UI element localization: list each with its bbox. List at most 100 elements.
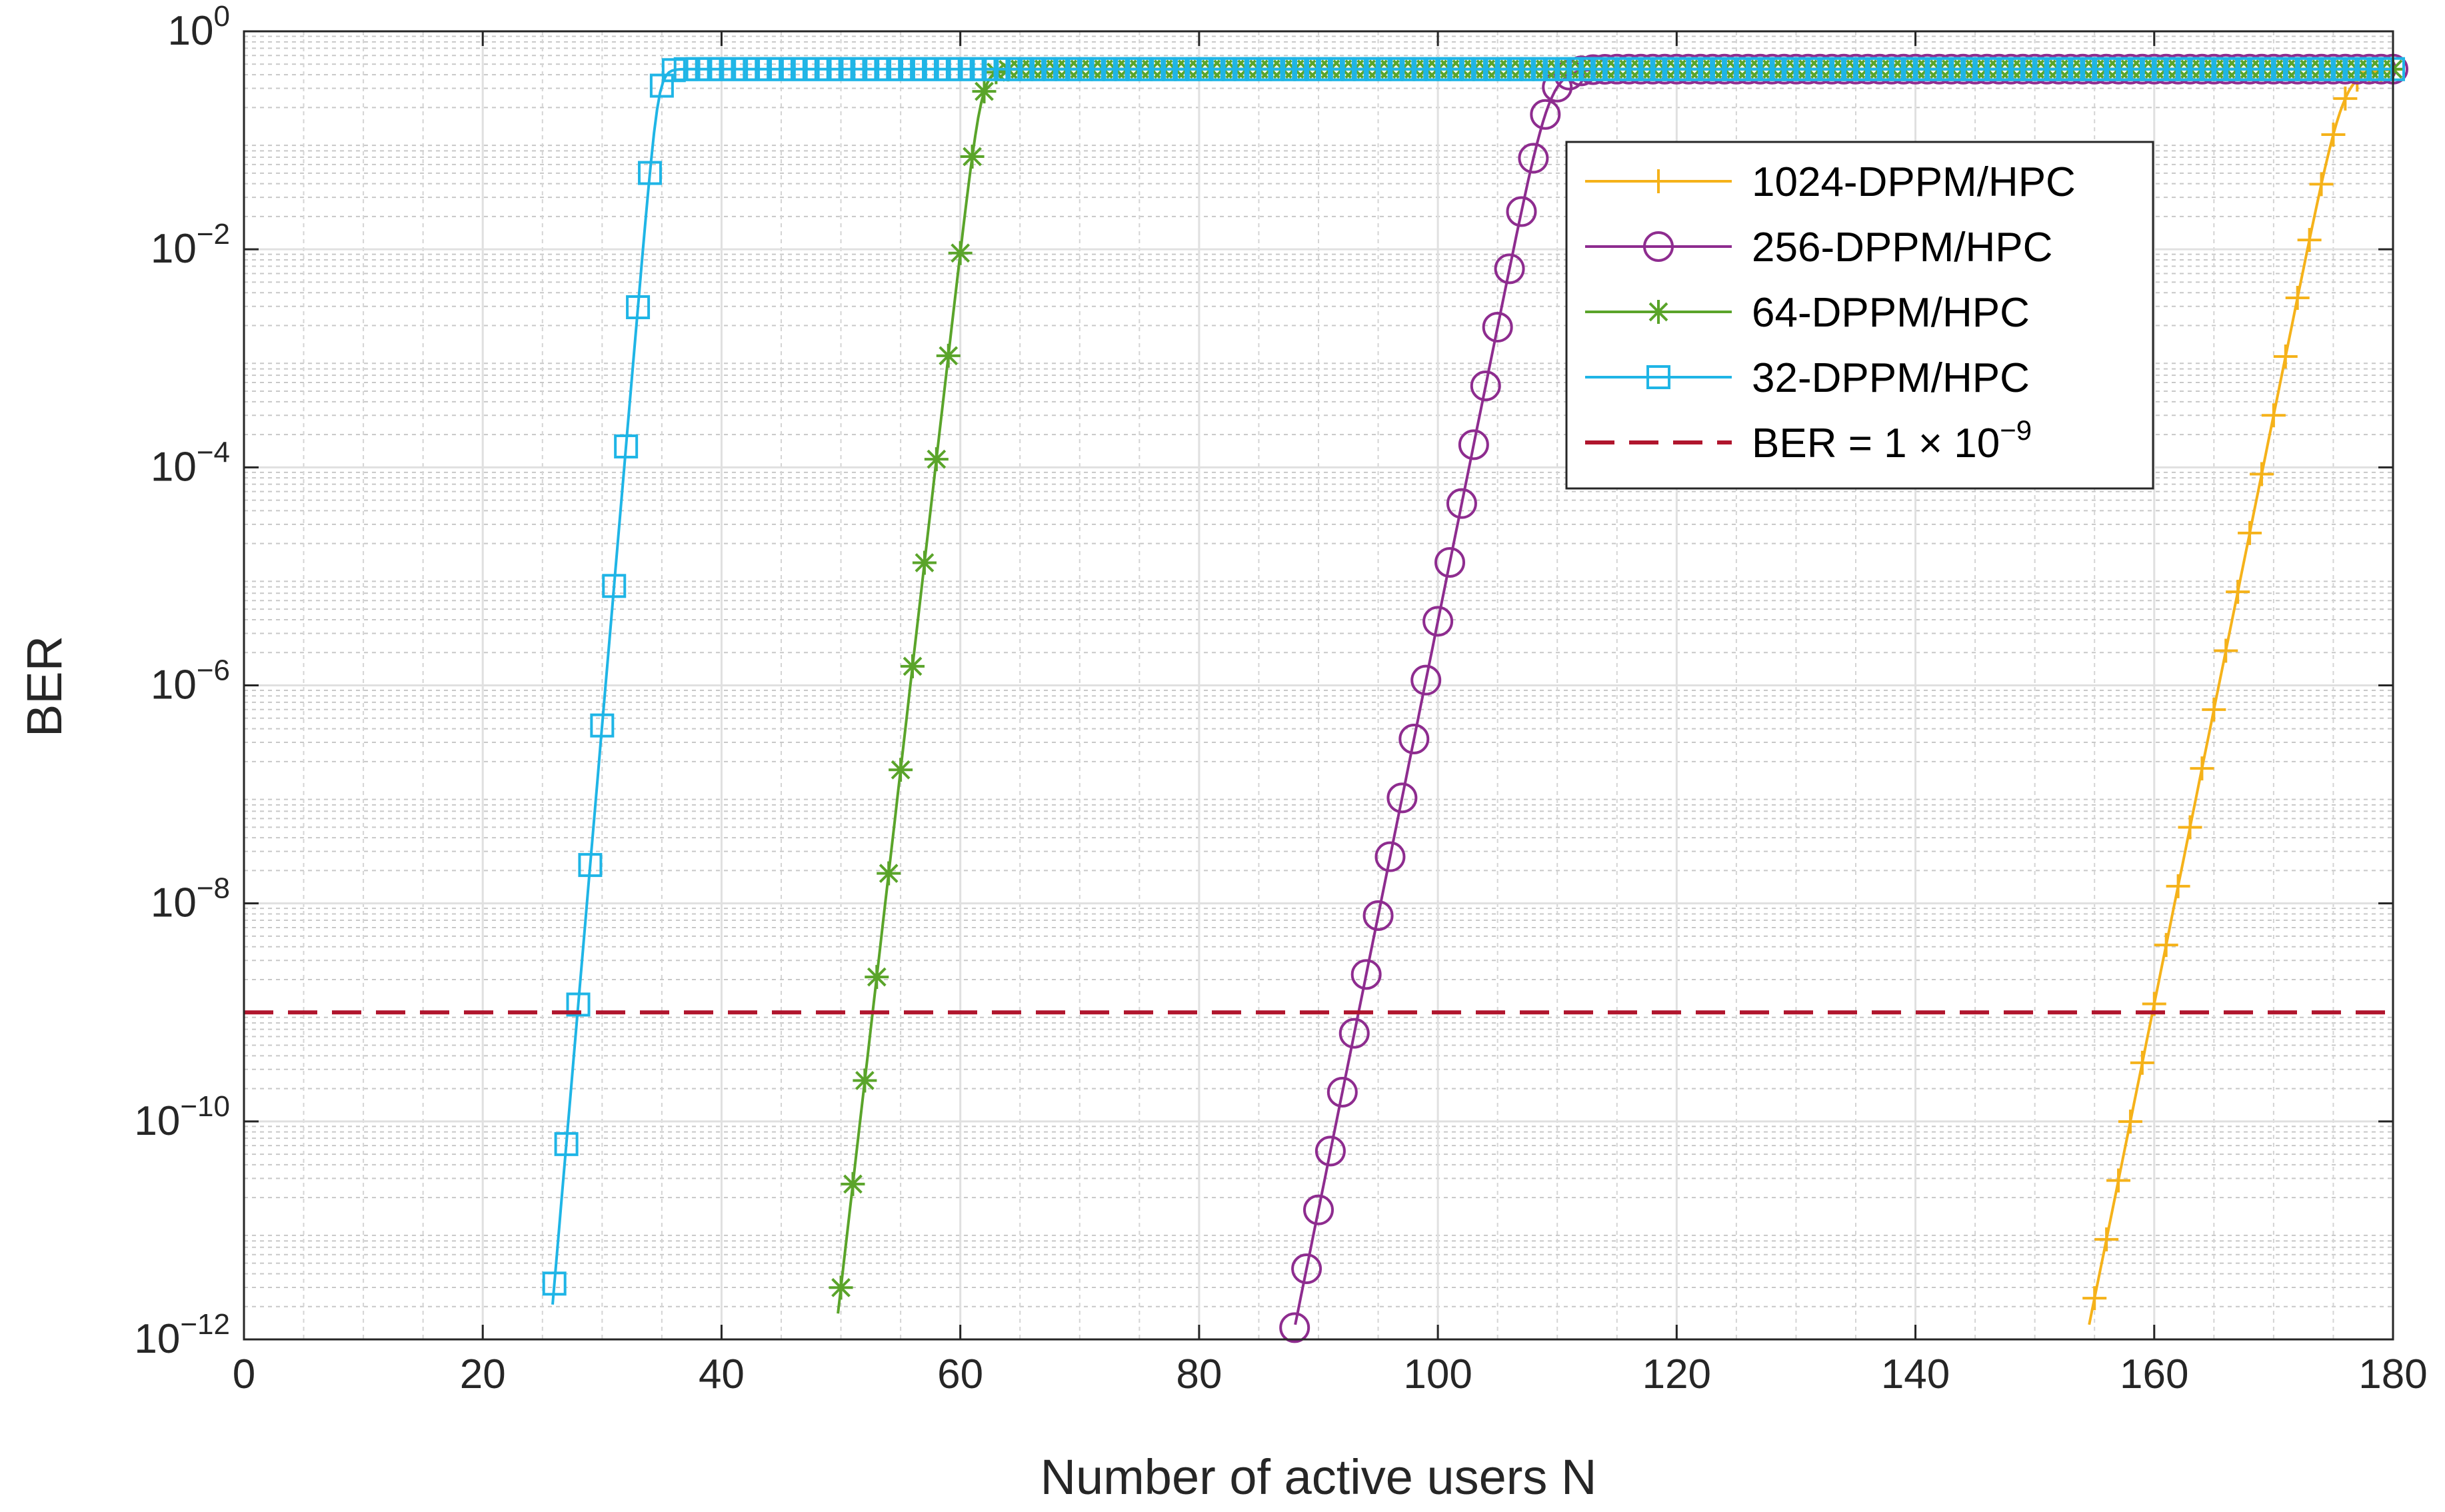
data-point	[2273, 344, 2298, 369]
data-point	[2166, 874, 2190, 898]
legend: 1024-DPPM/HPC 256-DPPM/HPC 64-DPPM/HPC 32-D…	[1565, 141, 2154, 490]
data-point	[1530, 99, 1561, 130]
x-axis-label: Number of active users N	[1041, 1449, 1597, 1505]
legend-item: 64-DPPM/HPC	[1585, 290, 2030, 336]
data-point	[2214, 638, 2238, 663]
y-tick-label: 10−10	[134, 1090, 230, 1144]
data-point	[2226, 580, 2250, 604]
data-point	[1350, 959, 1382, 990]
legend-label: 1024-DPPM/HPC	[1752, 159, 2076, 205]
data-point	[1362, 900, 1394, 931]
data-point	[853, 1068, 877, 1093]
data-point	[1518, 143, 1549, 174]
data-point	[2178, 815, 2202, 840]
data-point	[948, 241, 973, 265]
data-point	[1303, 1194, 1334, 1225]
data-point	[877, 861, 901, 886]
data-point	[1314, 1135, 1346, 1167]
data-point	[1506, 196, 1537, 227]
legend-item: 256-DPPM/HPC	[1585, 225, 2052, 271]
data-point	[1470, 371, 1501, 402]
data-point	[637, 161, 662, 185]
series-32-DPPM/HPC	[542, 57, 2405, 1305]
data-point	[614, 434, 639, 458]
x-tick-label: 180	[2358, 1351, 2427, 1397]
x-tick-label: 160	[2120, 1351, 2188, 1397]
data-point	[542, 1271, 567, 1296]
legend-label: 64-DPPM/HPC	[1752, 290, 2030, 336]
legend-item: 32-DPPM/HPC	[1585, 355, 2030, 401]
data-point	[1434, 546, 1466, 578]
data-point	[1279, 1312, 1310, 1343]
data-point	[841, 1171, 865, 1196]
data-point	[2094, 1227, 2119, 1251]
data-point	[1291, 1253, 1322, 1284]
data-point	[901, 654, 925, 678]
data-point	[2190, 756, 2214, 781]
legend-label: BER = 1 × 10−9	[1752, 414, 2032, 466]
y-tick-label: 10−8	[151, 872, 230, 926]
data-point	[2333, 86, 2358, 111]
legend-marker	[1646, 169, 1670, 193]
legend-label: 32-DPPM/HPC	[1752, 355, 2030, 401]
data-point	[602, 574, 627, 598]
x-tick-label: 120	[1642, 1351, 1711, 1397]
legend-box	[1565, 141, 2154, 490]
data-point	[1482, 311, 1513, 343]
data-point	[1458, 429, 1489, 460]
data-point	[2249, 462, 2274, 486]
series-layer	[542, 53, 2408, 1343]
series-line	[2088, 68, 2391, 1325]
x-tick-label: 60	[937, 1351, 983, 1397]
data-point	[2154, 933, 2178, 958]
y-tick-label: 10−4	[151, 436, 230, 490]
data-point	[1494, 253, 1525, 285]
x-tick-label: 40	[699, 1351, 745, 1397]
data-point	[2106, 1168, 2131, 1193]
data-point	[889, 758, 913, 782]
data-point	[960, 145, 985, 169]
data-point	[2082, 1286, 2107, 1311]
y-axis-ticks: 100 10−2 10−4 10−6 10−8 10−10 10−12	[134, 0, 2393, 1362]
data-point	[1386, 782, 1418, 814]
data-point	[865, 965, 889, 990]
legend-label: 256-DPPM/HPC	[1752, 225, 2052, 271]
data-point	[626, 295, 651, 320]
data-point	[578, 853, 603, 878]
y-tick-label: 10−6	[151, 654, 230, 708]
data-point	[1374, 841, 1406, 872]
data-point	[912, 550, 937, 575]
legend-item: 1024-DPPM/HPC	[1585, 159, 2076, 205]
data-point	[1446, 488, 1477, 519]
legend-marker	[1646, 365, 1670, 389]
y-tick-label: 10−2	[151, 218, 230, 272]
data-point	[2202, 697, 2226, 722]
data-point	[1398, 723, 1430, 754]
y-axis-label: BER	[17, 636, 72, 737]
legend-marker	[1643, 231, 1674, 262]
data-point	[2130, 1050, 2154, 1075]
legend-marker	[1646, 300, 1670, 324]
y-tick-label: 10−12	[134, 1308, 230, 1362]
data-point	[554, 1132, 579, 1156]
data-point	[2118, 1110, 2142, 1134]
legend-item-reference: BER = 1 × 10−9	[1585, 414, 2032, 466]
x-tick-label: 100	[1403, 1351, 1472, 1397]
data-point	[2285, 286, 2310, 311]
x-tick-label: 80	[1176, 1351, 1222, 1397]
data-point	[1410, 664, 1442, 696]
x-tick-label: 20	[460, 1351, 506, 1397]
data-point	[2309, 172, 2334, 197]
data-point	[2321, 122, 2346, 147]
data-point	[590, 713, 615, 738]
data-point	[2297, 228, 2322, 253]
y-tick-label: 100	[168, 0, 230, 54]
data-point	[936, 343, 961, 368]
x-tick-label: 0	[233, 1351, 255, 1397]
data-point	[566, 992, 591, 1017]
data-point	[829, 1275, 853, 1300]
data-point	[1326, 1076, 1358, 1108]
data-point	[924, 447, 949, 472]
data-point	[2238, 520, 2262, 545]
